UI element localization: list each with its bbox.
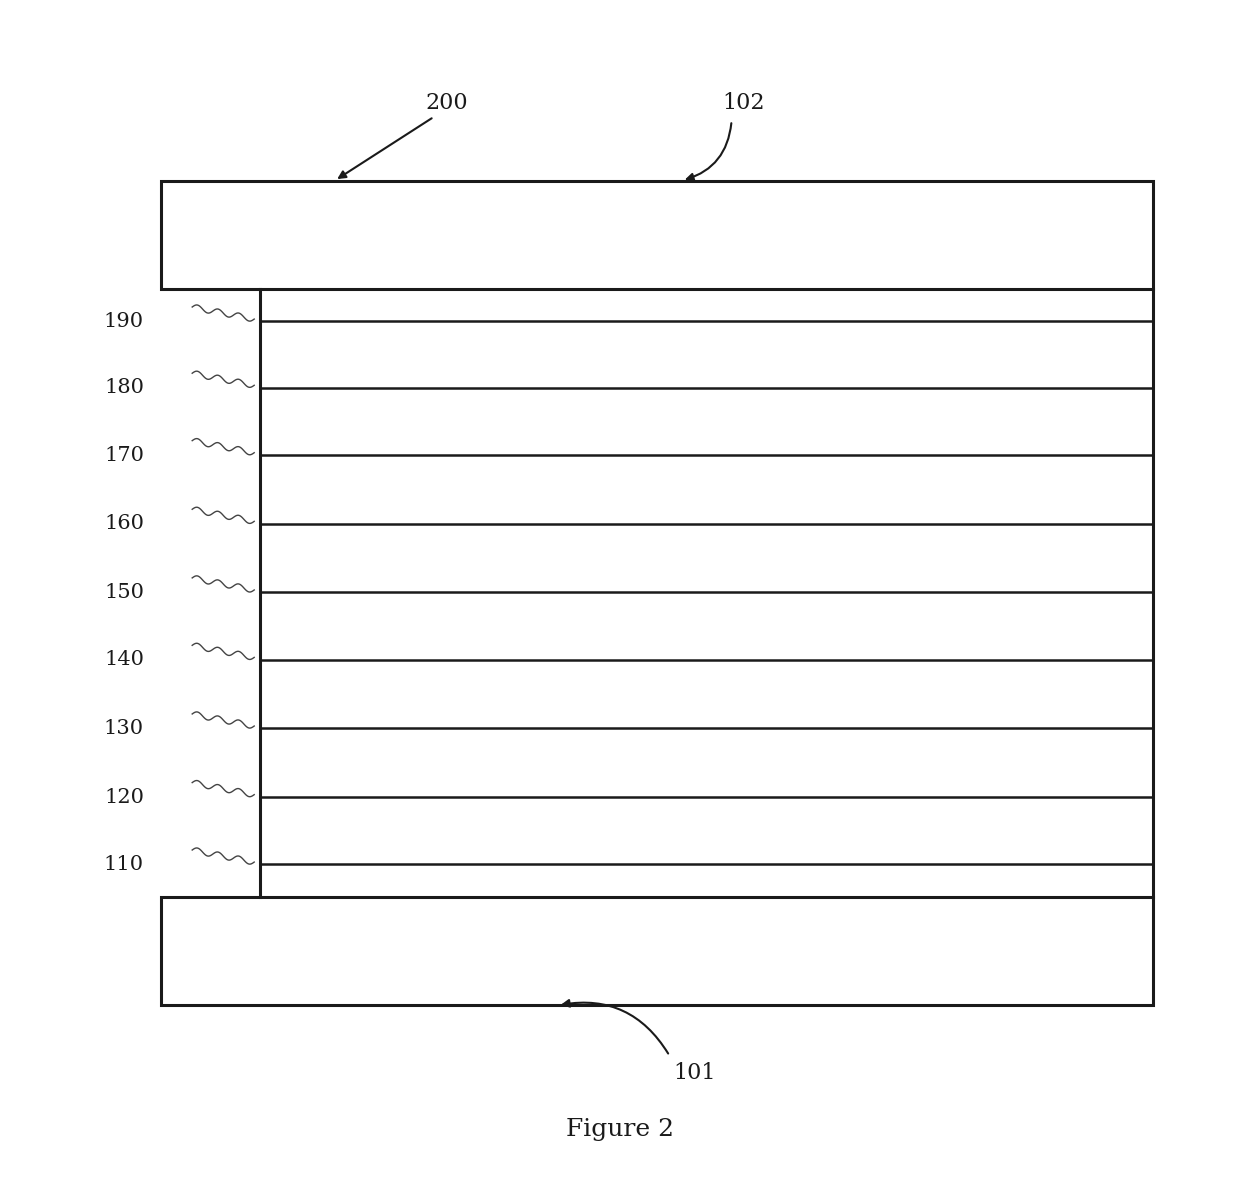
Text: 140: 140 [104,650,144,669]
Text: 130: 130 [104,719,144,738]
Text: Figure 2: Figure 2 [565,1117,675,1141]
Text: 170: 170 [104,445,144,465]
Text: 101: 101 [673,1062,715,1084]
Text: 102: 102 [723,93,765,114]
Text: 150: 150 [104,583,144,602]
Text: 200: 200 [425,93,467,114]
Bar [161,897,1153,1005]
Bar [161,181,1153,289]
Text: 160: 160 [104,514,144,533]
Text: 180: 180 [104,378,144,397]
Text: 190: 190 [104,312,144,331]
Text: 120: 120 [104,787,144,807]
Text: 110: 110 [104,855,144,874]
